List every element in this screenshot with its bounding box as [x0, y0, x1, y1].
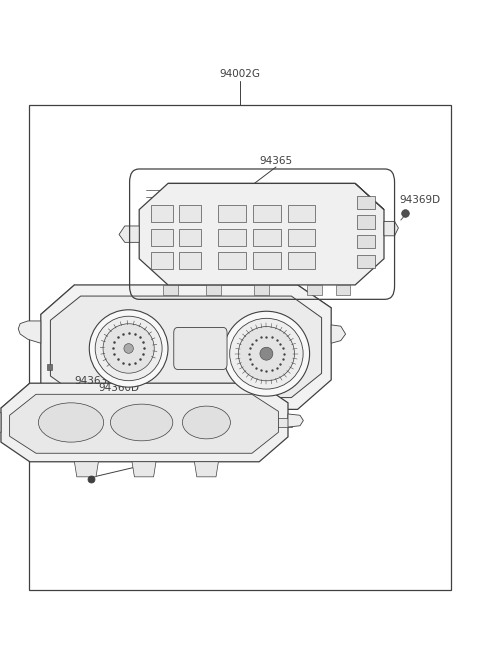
Bar — [253, 252, 281, 269]
Bar — [357, 196, 375, 209]
Polygon shape — [194, 462, 218, 477]
Bar — [254, 285, 269, 295]
Polygon shape — [331, 325, 346, 343]
Polygon shape — [0, 413, 1, 432]
Bar — [288, 229, 315, 246]
Bar — [307, 285, 322, 295]
Bar — [179, 229, 201, 246]
Text: 94365: 94365 — [259, 156, 293, 166]
Bar — [357, 235, 375, 248]
Polygon shape — [41, 285, 331, 409]
Polygon shape — [288, 414, 303, 427]
Ellipse shape — [223, 311, 310, 396]
Bar — [151, 252, 173, 269]
FancyBboxPatch shape — [174, 328, 227, 369]
Text: 94369D: 94369D — [399, 195, 441, 205]
Text: 1018AD: 1018AD — [55, 422, 96, 432]
Polygon shape — [119, 226, 139, 242]
Bar — [95, 418, 112, 427]
Polygon shape — [50, 296, 322, 398]
Bar — [218, 229, 246, 246]
Polygon shape — [10, 394, 278, 453]
Bar — [253, 229, 281, 246]
Bar — [163, 285, 178, 295]
Bar — [218, 205, 246, 222]
Bar — [275, 418, 292, 427]
Bar — [219, 418, 237, 427]
Ellipse shape — [239, 327, 295, 381]
Text: 94002G: 94002G — [219, 69, 261, 79]
Bar — [218, 252, 246, 269]
Text: 94363A: 94363A — [74, 376, 115, 386]
Bar — [179, 252, 201, 269]
Bar — [155, 418, 172, 427]
Polygon shape — [139, 183, 384, 285]
Ellipse shape — [103, 324, 154, 373]
Bar — [206, 285, 221, 295]
Bar — [357, 215, 375, 229]
Ellipse shape — [124, 344, 133, 353]
Polygon shape — [168, 183, 384, 210]
Ellipse shape — [95, 316, 162, 381]
Bar — [179, 205, 201, 222]
Ellipse shape — [230, 318, 303, 389]
Bar — [253, 205, 281, 222]
Bar — [357, 255, 375, 268]
Polygon shape — [74, 462, 98, 477]
Ellipse shape — [260, 347, 273, 360]
Ellipse shape — [110, 404, 173, 441]
Bar — [288, 205, 315, 222]
Polygon shape — [384, 221, 398, 236]
Bar — [288, 252, 315, 269]
Polygon shape — [132, 462, 156, 477]
Bar — [29, 105, 451, 590]
Polygon shape — [1, 383, 288, 462]
Bar — [336, 285, 350, 295]
Bar — [151, 229, 173, 246]
Polygon shape — [18, 321, 41, 343]
Ellipse shape — [38, 403, 104, 442]
Ellipse shape — [182, 406, 230, 439]
Ellipse shape — [89, 310, 168, 387]
Bar — [47, 364, 52, 370]
Bar — [151, 205, 173, 222]
Text: 94360D: 94360D — [98, 383, 139, 393]
